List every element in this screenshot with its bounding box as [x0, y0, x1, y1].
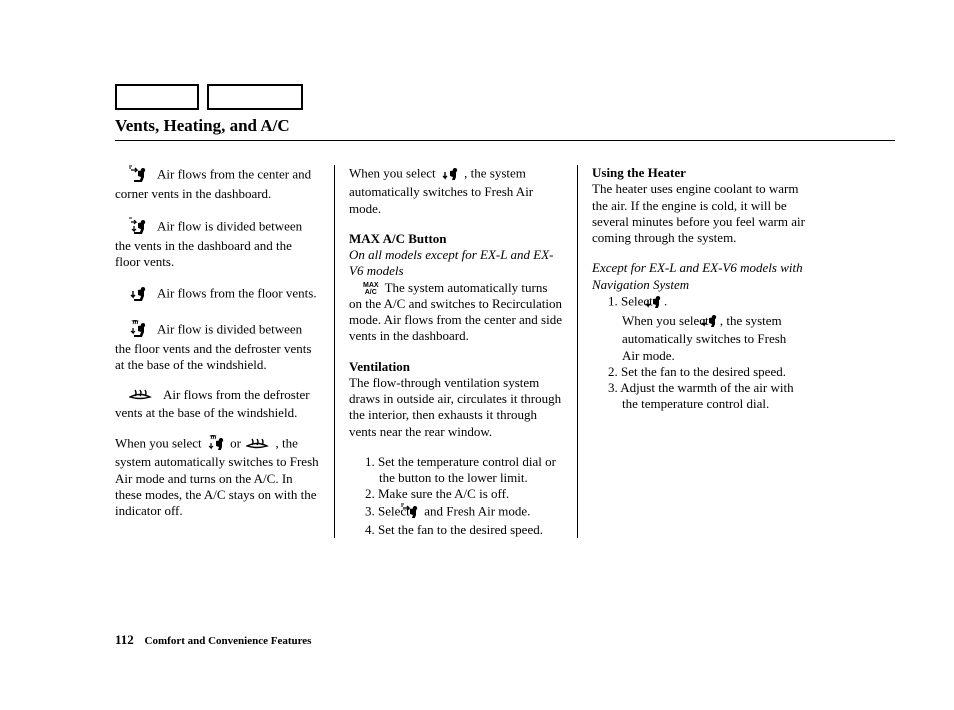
dash-vent-icon: [129, 165, 147, 186]
text: or: [230, 436, 241, 451]
step-3: 3. Adjust the warmth of the air with the…: [608, 380, 806, 413]
heater-steps: 1. Select . When you select , the system…: [592, 293, 806, 413]
heater-model-note: Except for EX-L and EX-V6 models with Na…: [592, 260, 806, 293]
step-1: 1. Select . When you select , the system…: [608, 293, 806, 364]
text: When you select: [349, 166, 436, 181]
section-title: Vents, Heating, and A/C: [115, 116, 895, 138]
nav-button-row: [115, 84, 895, 110]
select-floor-note: When you select , the system automatical…: [349, 165, 563, 217]
step-2: 2. Make sure the A/C is off.: [365, 486, 563, 502]
step-2: 2. Set the fan to the desired speed.: [608, 364, 806, 380]
heater-para: The heater uses engine coolant to warm t…: [592, 181, 806, 246]
ventilation-steps: 1. Set the temperature control dial or t…: [349, 454, 563, 538]
mode-def: Air flows from the defroster vents at th…: [115, 387, 320, 421]
column-2: When you select , the system automatical…: [334, 165, 578, 538]
model-note: On all models except for EX-L and EX-V6 …: [349, 247, 553, 278]
floor-vent-icon: [658, 293, 662, 312]
dash-vent-icon: [415, 503, 419, 522]
mode-floor: Air flows from the floor vents.: [115, 284, 320, 305]
max-ac-heading: MAX A/C Button On all models except for …: [349, 231, 563, 280]
text: When you select: [115, 436, 202, 451]
title-rule: [115, 140, 895, 141]
ventilation-para: The flow-through ventilation system draw…: [349, 375, 563, 440]
mode-dash: Air flows from the center and corner ven…: [115, 165, 320, 203]
max-ac-icon: MAXA/C: [363, 282, 379, 296]
column-1: Air flows from the center and corner ven…: [115, 165, 334, 538]
defrost-vent-icon: [129, 388, 153, 405]
nav-button-next[interactable]: [207, 84, 303, 110]
text: Air flows from the floor vents.: [157, 286, 317, 301]
page-footer: 112 Comfort and Convenience Features: [115, 632, 311, 648]
column-3: Using the Heater The heater uses engine …: [578, 165, 806, 538]
text: The system automatically turns on the A/…: [349, 280, 562, 344]
floor-vent-icon: [129, 284, 147, 305]
heading: MAX A/C Button: [349, 231, 447, 246]
mode-floor-def: Air flow is divided between the floor ve…: [115, 320, 320, 374]
auto-fresh-note: When you select or , the system automati…: [115, 435, 320, 519]
max-ac-para: MAXA/CThe system automatically turns on …: [349, 280, 563, 345]
footer-section: Comfort and Convenience Features: [145, 635, 312, 647]
nav-button-prev[interactable]: [115, 84, 199, 110]
page-number: 112: [115, 632, 134, 647]
floor-vent-icon: [714, 312, 718, 331]
defrost-vent-icon: [246, 437, 270, 453]
step-1: 1. Set the temperature control dial or t…: [365, 454, 563, 487]
step-4: 4. Set the fan to the desired speed.: [365, 522, 563, 538]
floor-defrost-vent-icon: [129, 320, 147, 341]
heater-heading: Using the Heater: [592, 165, 806, 181]
ventilation-heading: Ventilation: [349, 359, 563, 375]
content-columns: Air flows from the center and corner ven…: [115, 165, 895, 538]
dash-floor-vent-icon: [129, 217, 147, 238]
mode-dash-floor: Air flow is divided between the vents in…: [115, 217, 320, 271]
floor-vent-icon: [441, 165, 459, 184]
step-3: 3. Select and Fresh Air mode.: [365, 503, 563, 522]
floor-defrost-vent-icon: [207, 435, 225, 454]
